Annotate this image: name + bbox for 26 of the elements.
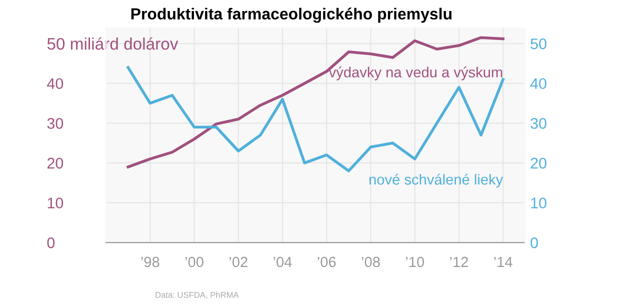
x-tick-label: ’00 [185,256,204,268]
line-series [126,66,504,172]
x-tick-label: ’98 [141,256,160,268]
x-tick-label: ’04 [274,256,292,268]
y2-tick-label: 10 [531,198,546,208]
y2-tick-label: 20 [530,158,546,169]
y2-tick-label: 50 [530,38,546,50]
y-tick-label: 30 [47,118,64,129]
x-tick-label: ’06 [318,256,336,268]
x-tick-label: ’08 [362,256,380,268]
text: Data: USFDA, PhRMA [156,292,239,299]
y-tick-label: 40 [47,78,64,90]
series-label: výdavky na vedu a výskum [328,66,502,80]
x-tick-label: ’12 [450,256,468,267]
y-tick-label: 20 [47,158,64,169]
y2-tick-label: 30 [530,118,546,129]
x-tick-label: ’10 [406,256,424,268]
y-tick-label: 0 [47,237,55,248]
x-tick-label: ’02 [230,256,248,268]
chart-title: Produktivita farmaceologického priemyslu [131,8,452,23]
y-tick-label: 10 [48,198,64,208]
x-tick-label: ’14 [494,256,512,267]
series-label: nové schválené lieky [369,174,504,188]
y2-tick-label: 0 [530,237,538,248]
y-tick-label: 50 miliárd dolárov [47,37,178,50]
y2-tick-label: 40 [530,78,546,90]
